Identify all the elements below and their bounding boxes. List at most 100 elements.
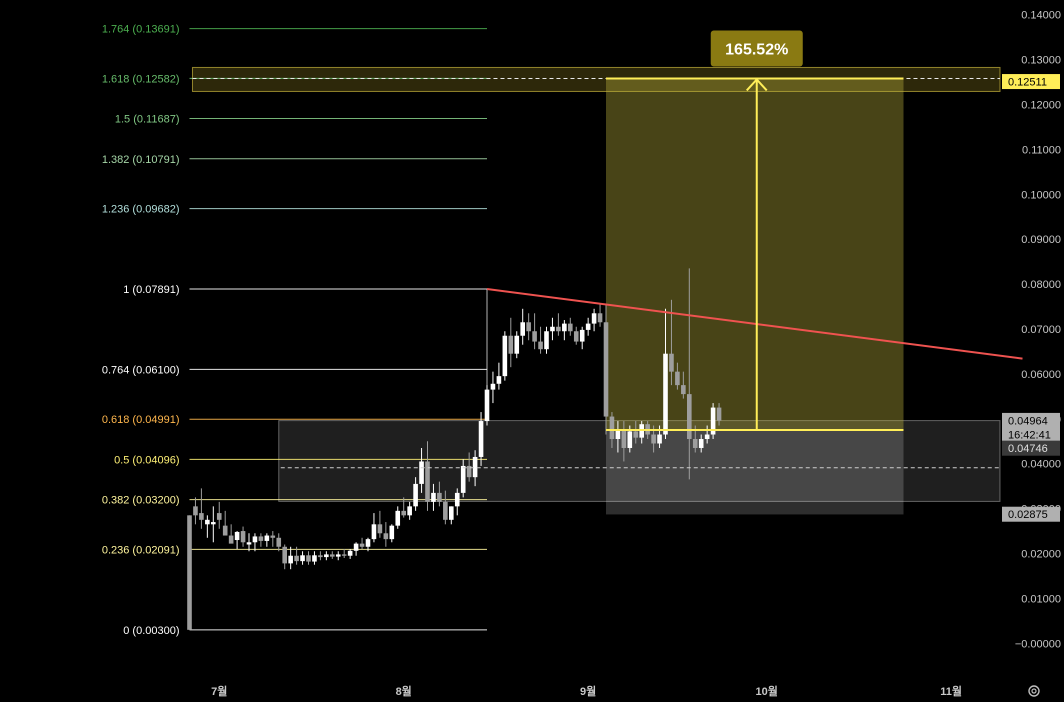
candle-body [413, 483, 418, 507]
price-axis: 0.14000 0.13000 0.12000 0.11000 0.10000 0.090… [1015, 10, 1061, 651]
candle-body [252, 536, 258, 543]
measure-loss-area [606, 430, 904, 515]
price-tick-label: 0.07000 [1021, 324, 1061, 336]
candle-body [603, 322, 609, 417]
candle-body [353, 543, 359, 551]
settings-gear-icon[interactable] [1028, 685, 1040, 697]
candle-body [478, 421, 484, 457]
month-tick-label: 7월 [211, 684, 227, 698]
month-tick-label: 9월 [580, 684, 596, 698]
fib-level-label: 0.5 (0.04096) [114, 454, 179, 466]
candle-body [294, 555, 299, 562]
candle-body [443, 501, 448, 520]
candle-body [330, 554, 335, 557]
candle-body [484, 389, 490, 422]
candle-body [234, 531, 240, 541]
candle-body [395, 510, 401, 526]
candle-body [431, 492, 436, 502]
measure-arrow-head [746, 77, 768, 92]
fib-level-label: 0.382 (0.03200) [102, 495, 180, 507]
price-label-text: 16:42:41 [1008, 429, 1051, 441]
candle-body [365, 539, 371, 547]
price-label-text: 0.04746 [1008, 443, 1048, 455]
candle-body [609, 416, 615, 440]
candle-body [264, 535, 270, 541]
candle-body [193, 506, 198, 516]
price-label-text: 0.12511 [1008, 77, 1047, 89]
fib-level-label: 0.618 (0.04991) [102, 414, 180, 426]
price-label-box [1002, 440, 1060, 456]
candle-body [318, 555, 323, 558]
candle-body [300, 555, 305, 562]
candle-body [211, 522, 216, 525]
candle-body [282, 546, 287, 564]
candle-body [419, 461, 424, 484]
candle-body [698, 439, 704, 448]
candle-body [377, 524, 383, 534]
candle-body [371, 524, 377, 540]
month-tick-label: 11월 [940, 684, 962, 698]
candle-body [288, 555, 293, 564]
candle-body [675, 371, 680, 386]
candle-body [502, 335, 508, 377]
price-label-box [1002, 74, 1060, 90]
candle-body [276, 537, 282, 547]
candle-body [472, 456, 478, 478]
candle-body [657, 434, 662, 444]
price-label-text: 0.04964 [1008, 415, 1048, 427]
candle-body [246, 542, 252, 545]
measure-percent-badge [710, 30, 803, 67]
candle-body [687, 394, 692, 440]
price-tick-label: −0.00000 [1015, 638, 1061, 650]
candle-body [526, 322, 531, 332]
candle-body [579, 329, 585, 342]
price-tick-label: 0.08000 [1021, 279, 1061, 291]
candle-body [621, 430, 627, 448]
price-tick-label: 0.11000 [1022, 144, 1061, 156]
candle-body [556, 326, 561, 332]
fib-level-label: 1 (0.07891) [123, 284, 179, 296]
candle-body [544, 331, 549, 350]
zones-layer [191, 66, 1001, 515]
candle-body [449, 506, 454, 520]
candle-body [532, 331, 537, 342]
candle-body [199, 513, 204, 520]
measure-profit-area [606, 78, 904, 431]
candles-layer [187, 268, 722, 630]
candle-body [669, 353, 674, 372]
candle-body [591, 313, 597, 324]
candle-body [514, 335, 520, 354]
candle-body [454, 492, 460, 507]
candle-body [704, 434, 710, 440]
price-tick-label: 0.12000 [1021, 100, 1061, 112]
resistance-trendline [486, 288, 1023, 360]
price-label-text: 0.02875 [1008, 509, 1048, 521]
price-tick-label: 0.10000 [1021, 189, 1061, 201]
candle-body [335, 554, 341, 557]
price-tick-label: 0.06000 [1021, 369, 1061, 381]
candle-body [216, 513, 222, 520]
price-tick-label: 0.13000 [1021, 55, 1061, 67]
candle-body [258, 536, 264, 541]
candle-body [692, 439, 698, 448]
candle-body [651, 434, 656, 444]
candle-body [562, 323, 567, 332]
price-tick-label: 0.14000 [1021, 10, 1061, 22]
price-tick-label: 0.02000 [1021, 549, 1061, 561]
support-zone [278, 420, 1001, 502]
candle-body [401, 510, 406, 516]
candle-body [306, 555, 311, 562]
candle-body [538, 341, 543, 350]
month-tick-label: 10월 [755, 684, 777, 698]
candle-body [425, 461, 430, 502]
candle-body [520, 322, 525, 336]
candle-body [324, 554, 329, 558]
price-label-box [1002, 412, 1060, 428]
fib-level-label: 1.382 (0.10791) [102, 154, 180, 166]
candle-body [407, 506, 412, 516]
fib-level-label: 0.764 (0.06100) [102, 364, 180, 376]
price-labels: 0.12511 0.04964 16:42:41 0.04746 0.02875 [1002, 74, 1060, 522]
candle-body [496, 376, 502, 384]
candle-body [187, 515, 192, 630]
